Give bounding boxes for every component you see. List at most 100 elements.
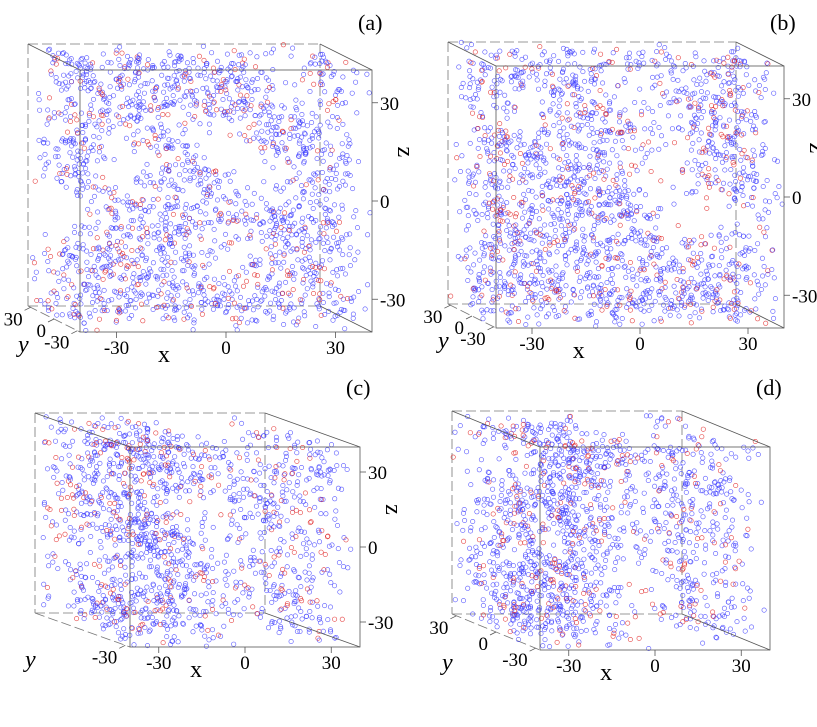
particle [732,277,738,283]
particle [582,276,588,282]
particle [546,240,552,246]
particle [170,459,176,465]
particle [76,161,82,167]
particle [280,305,286,311]
particle [337,309,343,315]
particle [666,260,672,266]
particle [79,466,85,472]
particle [309,599,315,605]
particle [115,424,121,430]
particle [84,153,90,159]
particle [269,260,275,266]
y-tick [71,330,78,335]
particle [271,313,277,319]
particle [524,253,530,259]
particle [147,266,153,272]
particle [711,58,717,64]
particle [265,129,271,135]
particle [175,467,181,473]
particle [458,85,464,91]
particle [469,173,475,179]
particle [138,478,144,484]
particle [479,212,485,218]
particle [174,433,180,439]
particle [285,241,291,247]
particle [125,202,131,208]
particle [254,212,260,218]
particle [248,555,254,561]
particle [61,272,67,278]
particle [552,234,558,240]
particle [36,91,42,97]
particle [585,88,591,94]
particle [100,51,106,57]
particle [619,252,625,258]
particle [289,263,295,269]
particle [111,592,117,598]
particle [258,482,264,488]
particle [650,74,656,80]
particle [640,49,646,55]
particle [102,269,108,275]
particle [258,535,264,541]
particle [287,136,293,142]
particle [555,207,561,213]
particle [171,59,177,65]
particle [317,122,323,128]
particle [210,306,216,312]
particle [457,209,463,215]
particle [60,251,66,257]
particle [482,244,488,250]
particle [229,517,235,523]
particle [592,66,598,72]
particle [162,211,168,217]
particle [132,79,138,85]
particle [711,245,717,251]
particle [723,267,729,273]
particle [161,302,167,308]
y-tick [465,315,473,320]
particle [92,121,98,127]
particle [97,439,103,445]
particle [62,559,68,565]
particle [556,287,562,293]
particle [161,100,167,106]
particle [565,50,571,56]
particle [587,67,593,73]
particle [220,97,226,103]
particle [113,243,119,249]
particle [681,304,687,310]
particle [127,207,133,213]
particle [591,140,597,146]
particle [337,589,343,595]
particles [40,414,354,649]
particle [168,595,174,601]
particle [216,217,222,223]
particle [296,525,302,531]
particle [295,479,301,485]
particle [175,584,181,590]
particle [762,76,768,82]
particle [302,292,308,298]
particle [546,269,552,275]
particle [172,260,178,266]
particle [566,142,572,148]
particle [279,214,285,220]
particle [508,79,514,85]
particle [573,212,579,218]
particle [694,82,700,88]
particle [713,94,719,100]
particle [317,230,323,236]
particle [485,137,491,143]
particle [162,82,168,88]
particle [517,129,523,135]
particle [589,76,595,82]
particle [228,74,234,80]
particle [150,581,156,587]
particle [170,285,176,291]
particle [302,313,308,319]
particle [537,232,543,238]
particle [262,561,268,567]
particle [313,260,319,266]
particle [680,68,686,74]
